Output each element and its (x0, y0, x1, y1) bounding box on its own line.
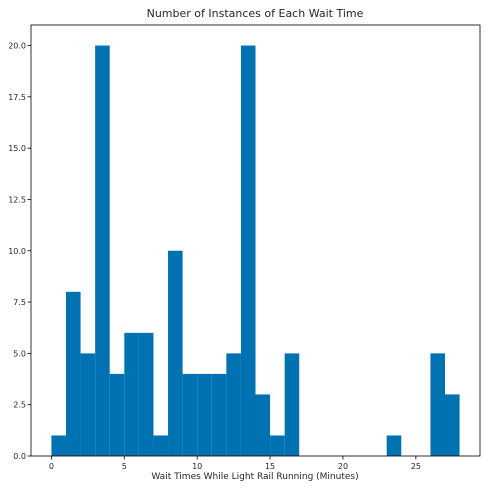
x-tick-label: 10 (192, 462, 202, 471)
x-tick-label: 5 (122, 462, 127, 471)
histogram-bar (168, 250, 183, 456)
y-tick-label: 0.0 (13, 452, 26, 461)
histogram-bar (51, 435, 66, 456)
chart-title: Number of Instances of Each Wait Time (147, 7, 364, 20)
y-tick-label: 7.5 (13, 298, 26, 307)
histogram-bar (445, 394, 460, 456)
histogram-bar (153, 435, 169, 456)
histogram-bar (95, 45, 110, 457)
y-tick-label: 10.0 (8, 247, 26, 256)
axes-layer: 0 5 10 15 20 25 0.0 2.5 5.0 7.5 10.0 12.5 15.0 17.5 20… (8, 24, 481, 471)
histogram-bar (182, 373, 198, 456)
histogram-bar (284, 353, 300, 456)
y-tick-label: 15.0 (8, 144, 26, 153)
histogram-bar (430, 353, 446, 456)
x-tick-label: 15 (265, 462, 275, 471)
x-tick-label: 0 (49, 462, 54, 471)
histogram-bar (109, 373, 125, 456)
histogram-bar (240, 45, 256, 457)
histogram-bar (226, 353, 241, 456)
y-tick-label: 5.0 (13, 349, 26, 358)
histogram-bar (211, 373, 227, 456)
histogram-bar (255, 394, 271, 456)
y-tick-label: 12.5 (8, 195, 26, 204)
x-tick-label: 25 (411, 462, 421, 471)
x-axis-label: Wait Times While Light Rail Running (Min… (151, 472, 358, 482)
histogram-bar (270, 435, 285, 456)
y-tick-label: 17.5 (8, 93, 26, 102)
plot-frame (30, 24, 481, 457)
y-tick-label: 2.5 (13, 401, 26, 410)
bars-layer (51, 45, 460, 457)
histogram-bar (80, 353, 96, 456)
histogram-bar (124, 332, 139, 456)
histogram-bar (65, 291, 81, 456)
histogram-bar (138, 332, 154, 456)
histogram-bar (386, 435, 402, 456)
histogram-bar (197, 373, 212, 456)
x-tick-label: 20 (338, 462, 348, 471)
y-tick-label: 20.0 (8, 42, 26, 51)
